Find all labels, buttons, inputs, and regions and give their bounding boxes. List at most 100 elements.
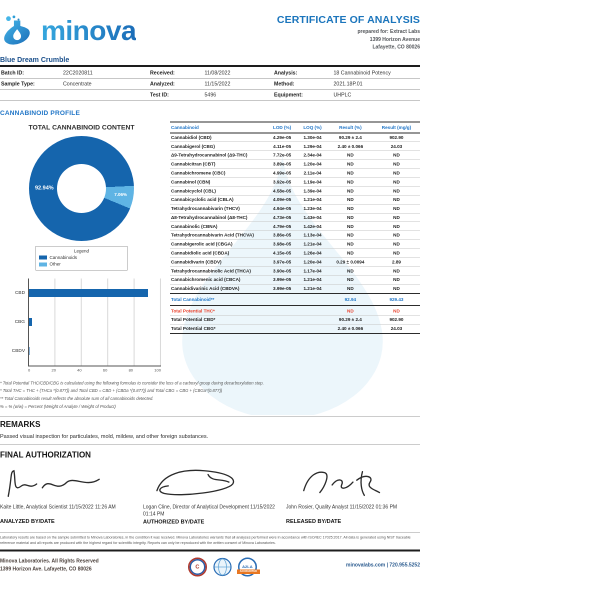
result-mg-value: ND (372, 230, 420, 240)
result-pct-value: ND (327, 248, 373, 258)
cannabinoid-name: Cannabicyclol (CBL) (170, 186, 267, 196)
lod-value: 3.86e-05 (267, 230, 298, 240)
total-result-pct: 90.29 ± 2.4 (327, 315, 373, 325)
table-row: Cannabigerol (CBG) 4.11e-05 1.29e-04 2.4… (170, 141, 420, 152)
total-row: Total Cannabinoid** 92.94 929.43 (170, 292, 420, 306)
accreditation-badges: C A2LA ACCREDITED (187, 557, 260, 577)
total-result-pct: 2.40 ± 0.066 (327, 324, 373, 334)
iso-globe-badge-icon (213, 557, 232, 577)
bar-chart: CBD CBG (0, 278, 161, 372)
total-row: Total Potential THC* ND ND (170, 305, 420, 316)
col-result-mg: Result (mg/g) (372, 121, 420, 134)
bar-category-label: CBDV (11, 348, 25, 354)
sample-type-value: Concentrate (62, 78, 149, 90)
cannabinoid-name: Tetrahydrocannabivarin Acid (THCVA) (170, 230, 267, 240)
signer-name: Logan Cline, Director of Analytical Deve… (143, 504, 275, 517)
result-mg-value: ND (372, 186, 420, 196)
table-row: Cannabicitran (CBT) 3.89e-05 1.20e-04 ND… (170, 159, 420, 169)
result-mg-value: ND (372, 239, 420, 249)
table-row: Cannabidiol (CBD) 4.29e-05 1.30e-04 90.2… (170, 132, 420, 143)
header-divider (0, 64, 420, 67)
page-footer: Minova Laboratories. All Rights Reserved… (0, 557, 420, 577)
lod-value: 3.97e-05 (267, 257, 298, 267)
donut-hole (57, 163, 106, 213)
signature-block-authorized: Logan Cline, Director of Analytical Deve… (143, 463, 277, 525)
result-mg-value: ND (372, 204, 420, 214)
result-pct-value: ND (327, 239, 373, 249)
lod-value: 3.98e-05 (267, 239, 298, 249)
loq-value: 1.29e-04 (297, 141, 328, 152)
loq-value: 1.42e-04 (297, 221, 328, 232)
cannabinoid-profile-heading: CANNABINOID PROFILE (0, 108, 80, 117)
batch-id-label: Batch ID: (0, 67, 62, 79)
result-mg-value: ND (372, 213, 420, 223)
analyzed-label: Analyzed: (149, 78, 204, 90)
signer-name: Kaite Little, Analytical Scientist 11/15… (0, 504, 116, 511)
lod-value: 4.79e-05 (267, 221, 298, 232)
cannabinoid-name: Cannabidiolic acid (CBDA) (170, 248, 267, 258)
result-pct-value: ND (327, 284, 373, 294)
bar-track (29, 317, 161, 326)
total-result-mg: ND (372, 305, 420, 316)
table-row: Δ9-Tetrahydrocannabinol (Δ9-THC) 7.72e-0… (170, 150, 420, 160)
loq-value: 1.30e-04 (297, 132, 328, 143)
cannabinoid-name: Cannabigerol (CBG) (170, 141, 267, 152)
loq-value: 1.39e-04 (297, 186, 328, 196)
total-result-mg: 929.43 (372, 292, 420, 306)
batch-id-value: 22C2020811 (62, 67, 149, 79)
footnote-line: ** Total Cannabinoids result reflects th… (0, 396, 154, 402)
result-pct-value: ND (327, 266, 373, 276)
table-row: Cannabicyclol (CBL) 4.58e-05 1.39e-04 ND… (170, 186, 420, 196)
table-row: Cannabidivarin (CBDV) 3.97e-05 1.20e-04 … (170, 257, 420, 267)
total-result-mg: 24.03 (372, 324, 420, 334)
bar-category-label: CBG (14, 319, 25, 325)
loq-value: 1.21e-04 (297, 284, 328, 294)
client-address-line1: 1399 Horizon Avenue (369, 36, 420, 43)
lod-value: 3.99e-05 (267, 284, 298, 294)
result-mg-value: ND (372, 177, 420, 187)
bar-track (29, 288, 161, 297)
prepared-for: prepared for: Extract Labs (357, 29, 420, 35)
result-pct-value: ND (327, 159, 373, 169)
result-pct-value: ND (327, 195, 373, 205)
legend-item-other: Other (39, 261, 124, 268)
remarks-divider (0, 444, 420, 446)
result-mg-value: ND (372, 248, 420, 258)
charts-panel: TOTAL CANNABINOID CONTENT 92.94% 7.06% L… (0, 121, 163, 372)
loq-value: 2.11e-04 (297, 168, 328, 178)
legend-swatch-cannabinoids (39, 255, 47, 260)
footer-address: 1399 Horizon Ave. Lafayette, CO 80026 (0, 566, 92, 572)
bar-fill (29, 288, 149, 297)
legend-label-other: Other (49, 261, 61, 267)
total-name: Total Potential CBG* (170, 324, 267, 334)
cannabinoid-name: Cannabicitran (CBT) (170, 159, 267, 169)
lod-value: 3.90e-05 (267, 266, 298, 276)
cannabinoid-name: Tetrahydrocannabinolic Acid (THCA) (170, 266, 267, 276)
result-pct-value: ND (327, 150, 373, 160)
method-label: Method: (273, 78, 333, 90)
total-row: Total Potential CBD* 90.29 ± 2.4 902.90 (170, 315, 420, 325)
result-mg-value: 24.03 (372, 141, 420, 152)
analyzed-value: 11/15/2022 (203, 78, 273, 90)
bar-row: CBDV (12, 336, 161, 365)
col-cannabinoid: Cannabinoid (170, 121, 267, 134)
result-pct-value: ND (327, 204, 373, 214)
footer-contact: minovalabs.com | 720.955.5252 (346, 562, 420, 568)
cannabinoid-name: Cannabichromene (CBC) (170, 168, 267, 178)
bar-row: CBG (15, 307, 161, 336)
result-mg-value: 902.90 (372, 132, 420, 143)
table-row: Cannabinolic (CBNA) 4.79e-05 1.42e-04 ND… (170, 221, 420, 232)
cannabinoid-name: Δ8-Tetrahydrocannabinol (Δ8-THC) (170, 213, 267, 223)
cannabinoid-name: Cannabinolic (CBNA) (170, 221, 267, 232)
result-pct-value: ND (327, 275, 373, 285)
lod-value: 4.15e-05 (267, 248, 298, 258)
final-authorization-section: FINAL AUTHORIZATION Kaite Little, Analyt… (0, 451, 420, 525)
cannabinoid-name: Cannabichromenic acid (CBCA) (170, 275, 267, 285)
donut-label-cannabinoids: 92.94% (35, 184, 54, 191)
legend-label-cannabinoids: Cannabinoids (49, 254, 78, 260)
lod-value: 4.29e-05 (267, 132, 298, 143)
total-name: Total Potential CBD* (170, 315, 267, 325)
sample-type-label: Sample Type: (0, 78, 62, 90)
result-mg-value: ND (372, 284, 420, 294)
result-mg-value: ND (372, 221, 420, 232)
